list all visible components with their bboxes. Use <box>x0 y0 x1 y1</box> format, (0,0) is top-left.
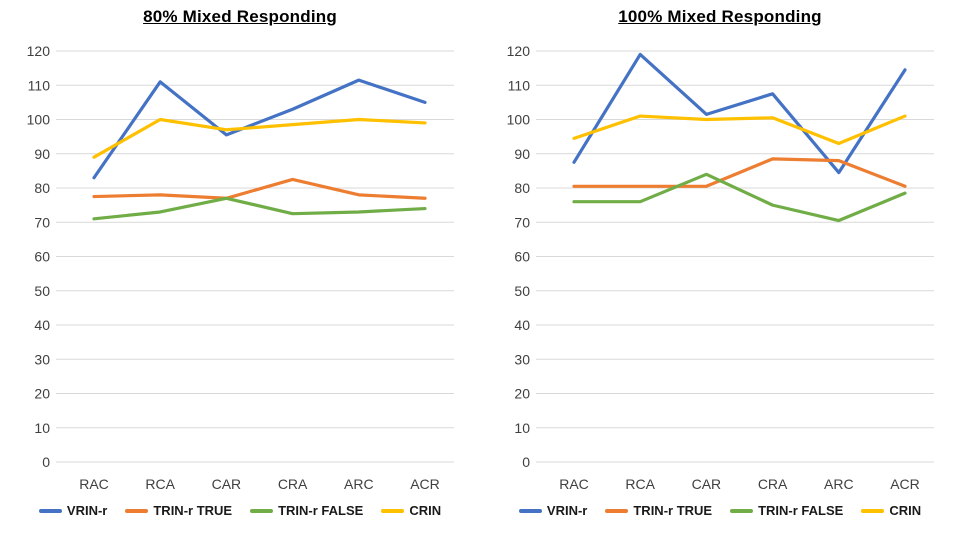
y-tick-label: 20 <box>34 386 50 402</box>
y-tick-label: 40 <box>514 317 530 333</box>
x-category-label: CAR <box>212 476 242 492</box>
y-tick-label: 100 <box>507 112 531 128</box>
legend-label: VRIN-r <box>546 503 588 518</box>
legend-item-vrin-r: VRIN-r <box>518 503 588 518</box>
chart-80pct-mixed-responding: 80% Mixed Responding 0 10 20 30 40 50 60 70 80 90… <box>0 7 480 518</box>
y-tick-label: 60 <box>34 249 50 265</box>
y-tick-label: 110 <box>28 77 51 93</box>
series-line-vrin-r <box>572 52 907 175</box>
x-category-label: RAC <box>79 476 109 492</box>
series-line-trin-r-false <box>572 172 907 223</box>
legend-label: TRIN-r FALSE <box>278 503 364 518</box>
legend-line-swatch-icon <box>381 508 405 513</box>
legend-item-crin: CRIN <box>861 503 921 518</box>
series-line-trin-r-true <box>92 177 427 200</box>
y-tick-label: 40 <box>34 317 50 333</box>
y-tick-label: 30 <box>34 351 50 367</box>
x-category-label: ARC <box>344 476 374 492</box>
series-line-crin <box>572 114 907 146</box>
x-category-label: ACR <box>410 476 440 492</box>
x-category-label: RCA <box>625 476 655 492</box>
y-tick-label: 80 <box>34 180 50 196</box>
legend-line-swatch-icon <box>730 508 754 513</box>
y-tick-label: 80 <box>514 180 530 196</box>
chart-100pct-mixed-responding: 100% Mixed Responding 0 10 20 30 40 50 60 70 80 9… <box>480 0 960 540</box>
y-tick-label: 90 <box>514 146 530 162</box>
y-tick-label: 30 <box>514 351 530 367</box>
legend-label: TRIN-r TRUE <box>153 503 233 518</box>
x-category-label: CAR <box>692 476 722 492</box>
legend-line-swatch-icon <box>38 508 62 513</box>
y-tick-label: 70 <box>34 214 50 230</box>
legend-label: TRIN-r TRUE <box>633 503 713 518</box>
legend-label: CRIN <box>889 503 922 518</box>
line-plot: 0 10 20 30 40 50 60 70 80 90 100 110 120 RAC RCA CAR CRA… <box>27 43 454 492</box>
y-tick-label: 120 <box>507 43 531 59</box>
x-category-label: RCA <box>145 476 175 492</box>
y-tick-label: 110 <box>508 77 531 93</box>
y-tick-label: 10 <box>34 420 50 436</box>
legend-label: TRIN-r FALSE <box>758 503 844 518</box>
y-tick-label: 70 <box>514 214 530 230</box>
y-tick-label: 0 <box>522 454 530 470</box>
legend-item-trin-r-true: TRIN-r TRUE <box>605 503 712 518</box>
chart-title: 80% Mixed Responding <box>143 7 337 26</box>
legend-item-vrin-r: VRIN-r <box>38 503 108 518</box>
legend-label: CRIN <box>409 503 442 518</box>
y-tick-label: 120 <box>27 43 51 59</box>
series-line-trin-r-true <box>572 157 907 188</box>
y-tick-label: 20 <box>514 386 530 402</box>
y-tick-label: 50 <box>514 283 530 299</box>
legend-line-swatch-icon <box>250 508 274 513</box>
line-plot: 0 10 20 30 40 50 60 70 80 90 100 110 120 RAC RCA CAR CRA… <box>507 43 934 492</box>
legend-line-swatch-icon <box>605 508 629 513</box>
y-tick-label: 100 <box>27 112 51 128</box>
legend-label: VRIN-r <box>66 503 108 518</box>
legend-item-trin-r-false: TRIN-r FALSE <box>730 503 843 518</box>
legend-item-crin: CRIN <box>381 503 441 518</box>
y-tick-label: 0 <box>42 454 50 470</box>
legend-line-swatch-icon <box>518 508 542 513</box>
legend: VRIN-r TRIN-r TRUE TRIN-r FALSE CRIN <box>0 503 480 518</box>
x-category-label: CRA <box>758 476 788 492</box>
legend-line-swatch-icon <box>125 508 149 513</box>
legend: VRIN-r TRIN-r TRUE TRIN-r FALSE CRIN <box>480 503 960 518</box>
chart-title: 100% Mixed Responding <box>618 7 822 26</box>
x-category-label: ARC <box>824 476 854 492</box>
y-tick-label: 60 <box>514 249 530 265</box>
legend-item-trin-r-false: TRIN-r FALSE <box>250 503 363 518</box>
x-category-label: ACR <box>890 476 920 492</box>
y-tick-label: 90 <box>34 146 50 162</box>
legend-line-swatch-icon <box>861 508 885 513</box>
x-category-label: CRA <box>278 476 308 492</box>
series-line-trin-r-false <box>92 196 427 221</box>
legend-item-trin-r-true: TRIN-r TRUE <box>125 503 232 518</box>
y-tick-label: 10 <box>514 420 530 436</box>
x-category-label: RAC <box>559 476 589 492</box>
series-line-vrin-r <box>92 78 427 180</box>
y-tick-label: 50 <box>34 283 50 299</box>
series-line-crin <box>92 117 427 159</box>
